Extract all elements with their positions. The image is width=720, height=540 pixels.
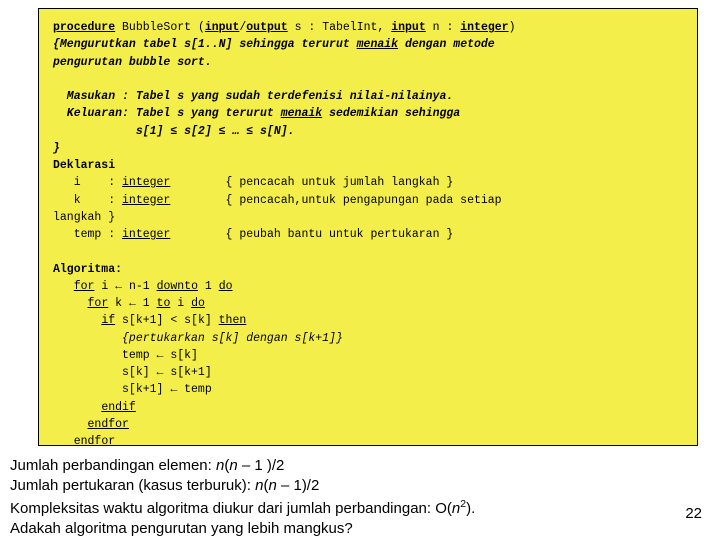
caption-line: Adakah algoritma pengurutan yang lebih m… — [10, 519, 690, 539]
code-line: s[k] ← s[k+1] — [53, 364, 683, 381]
code-line: {pertukarkan s[k] dengan s[k+1]} — [53, 330, 683, 347]
code-line: i : integer { pencacah untuk jumlah lang… — [53, 174, 683, 191]
code-line: langkah } — [53, 209, 683, 226]
code-line: procedure BubbleSort (input/output s : T… — [53, 19, 683, 36]
code-line: {Mengurutkan tabel s[1..N] sehingga teru… — [53, 36, 683, 53]
caption-block: Jumlah perbandingan elemen: n(n – 1 )/2 … — [10, 456, 690, 539]
caption-line: Jumlah perbandingan elemen: n(n – 1 )/2 — [10, 456, 690, 476]
code-line: s[k+1] ← temp — [53, 381, 683, 398]
code-line — [53, 71, 683, 88]
code-line: pengurutan bubble sort. — [53, 54, 683, 71]
pseudocode-panel: procedure BubbleSort (input/output s : T… — [38, 8, 698, 446]
code-line: } — [53, 140, 683, 157]
caption-line: Kompleksitas waktu algoritma diukur dari… — [10, 497, 690, 519]
code-line: for i ← n-1 downto 1 do — [53, 278, 683, 295]
code-line: for k ← 1 to i do — [53, 295, 683, 312]
code-line — [53, 243, 683, 260]
code-line: Keluaran: Tabel s yang terurut menaik se… — [53, 105, 683, 122]
code-line: Masukan : Tabel s yang sudah terdefenisi… — [53, 88, 683, 105]
code-line: Algoritma: — [53, 261, 683, 278]
page-number: 22 — [685, 505, 702, 522]
caption-line: Jumlah pertukaran (kasus terburuk): n(n … — [10, 476, 690, 496]
code-line: s[1] ≤ s[2] ≤ … ≤ s[N]. — [53, 123, 683, 140]
code-line: Deklarasi — [53, 157, 683, 174]
code-line: temp : integer { peubah bantu untuk pert… — [53, 226, 683, 243]
code-line: endfor — [53, 416, 683, 433]
code-line: k : integer { pencacah,untuk pengapungan… — [53, 192, 683, 209]
code-line: endfor — [53, 433, 683, 450]
code-line: endif — [53, 399, 683, 416]
code-line: if s[k+1] < s[k] then — [53, 312, 683, 329]
code-line: temp ← s[k] — [53, 347, 683, 364]
